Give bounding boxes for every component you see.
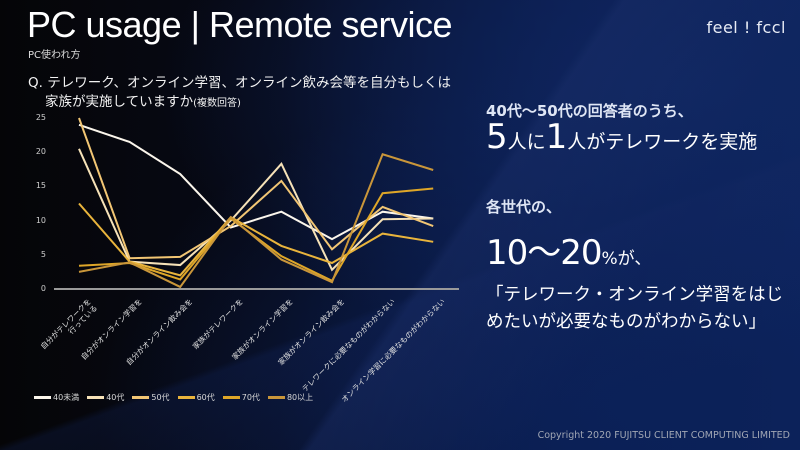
y-tick-label: 0 [40,284,46,293]
question-line-2-text: 家族が実施していますか [45,94,194,110]
y-tick-label: 5 [40,249,46,259]
legend-swatch-icon [87,396,105,399]
question-line-2: 家族が実施していますか(複数回答) [28,93,451,113]
legend-swatch-icon [132,396,150,399]
question-note: (複数回答) [193,98,241,109]
y-tick-label: 20 [35,147,46,157]
legend-label: 40未満 [53,393,80,402]
highlight-heading-2: 各世代の、 [486,198,562,216]
legend-label: 50代 [151,393,170,402]
highlight-statement-2: 10～20%が、 [486,225,651,274]
highlight-text-mid: 人に [507,131,546,153]
legend-swatch-icon [34,396,51,399]
legend-item: 50代 [132,392,170,403]
legend-swatch-icon [267,396,285,399]
series-line-2 [78,117,434,260]
legend-item: 80以上 [267,392,314,403]
y-tick-label: 10 [35,215,46,225]
series-line-3 [78,202,434,277]
copyright-notice: Copyright 2020 FUJITSU CLIENT COMPUTING … [537,430,790,441]
highlight-statement-1: 5人に1人がテレワークを実施 [486,117,757,157]
legend-item: 40未満 [34,392,79,403]
legend-swatch-icon [222,396,240,399]
highlight-percent-range: 10～20 [486,233,603,273]
survey-question: Q. テレワーク、オンライン学習、オンライン飲み会等を自分もしくは 家族が実施し… [28,74,451,113]
legend-label: 60代 [196,393,215,402]
y-tick-label: 15 [35,181,46,191]
legend-item: 40代 [87,392,124,403]
page-subtitle: PC使われ方 [28,50,81,61]
page-title: PC usage | Remote service [27,4,453,45]
series-line-5 [78,153,434,289]
legend-label: 70代 [241,393,260,402]
chart-legend: 40未満 40代 50代 60代 70代 80以上 [34,392,313,403]
legend-label: 80以上 [286,393,314,402]
highlight-percent-suffix: %が、 [601,249,652,269]
question-line-1: Q. テレワーク、オンライン学習、オンライン飲み会等を自分もしくは [28,75,451,91]
highlight-number-5: 5 [486,117,508,157]
legend-swatch-icon [177,396,195,399]
highlight-text-rest: 人がテレワークを実施 [567,131,758,153]
brand-logo: feel ! fccl [706,18,786,37]
chart-plot-area [54,117,459,290]
series-line-0 [78,123,434,241]
legend-item: 60代 [177,392,215,403]
highlight-quote: 「テレワーク・オンライン学習をはじめたいが必要なものがわからない」 [486,285,784,332]
legend-label: 40代 [106,393,125,402]
highlight-number-1: 1 [545,117,568,157]
line-chart: 0 5 10 15 20 25 自分がテレワークを 行っている 自分がオンライン学習を 自分が… [0,105,470,425]
series-line-1 [78,148,434,272]
highlight-heading-1: 40代～50代の回答者のうち、 [486,102,693,120]
y-tick-label: 25 [35,113,46,122]
legend-item: 70代 [222,392,260,403]
